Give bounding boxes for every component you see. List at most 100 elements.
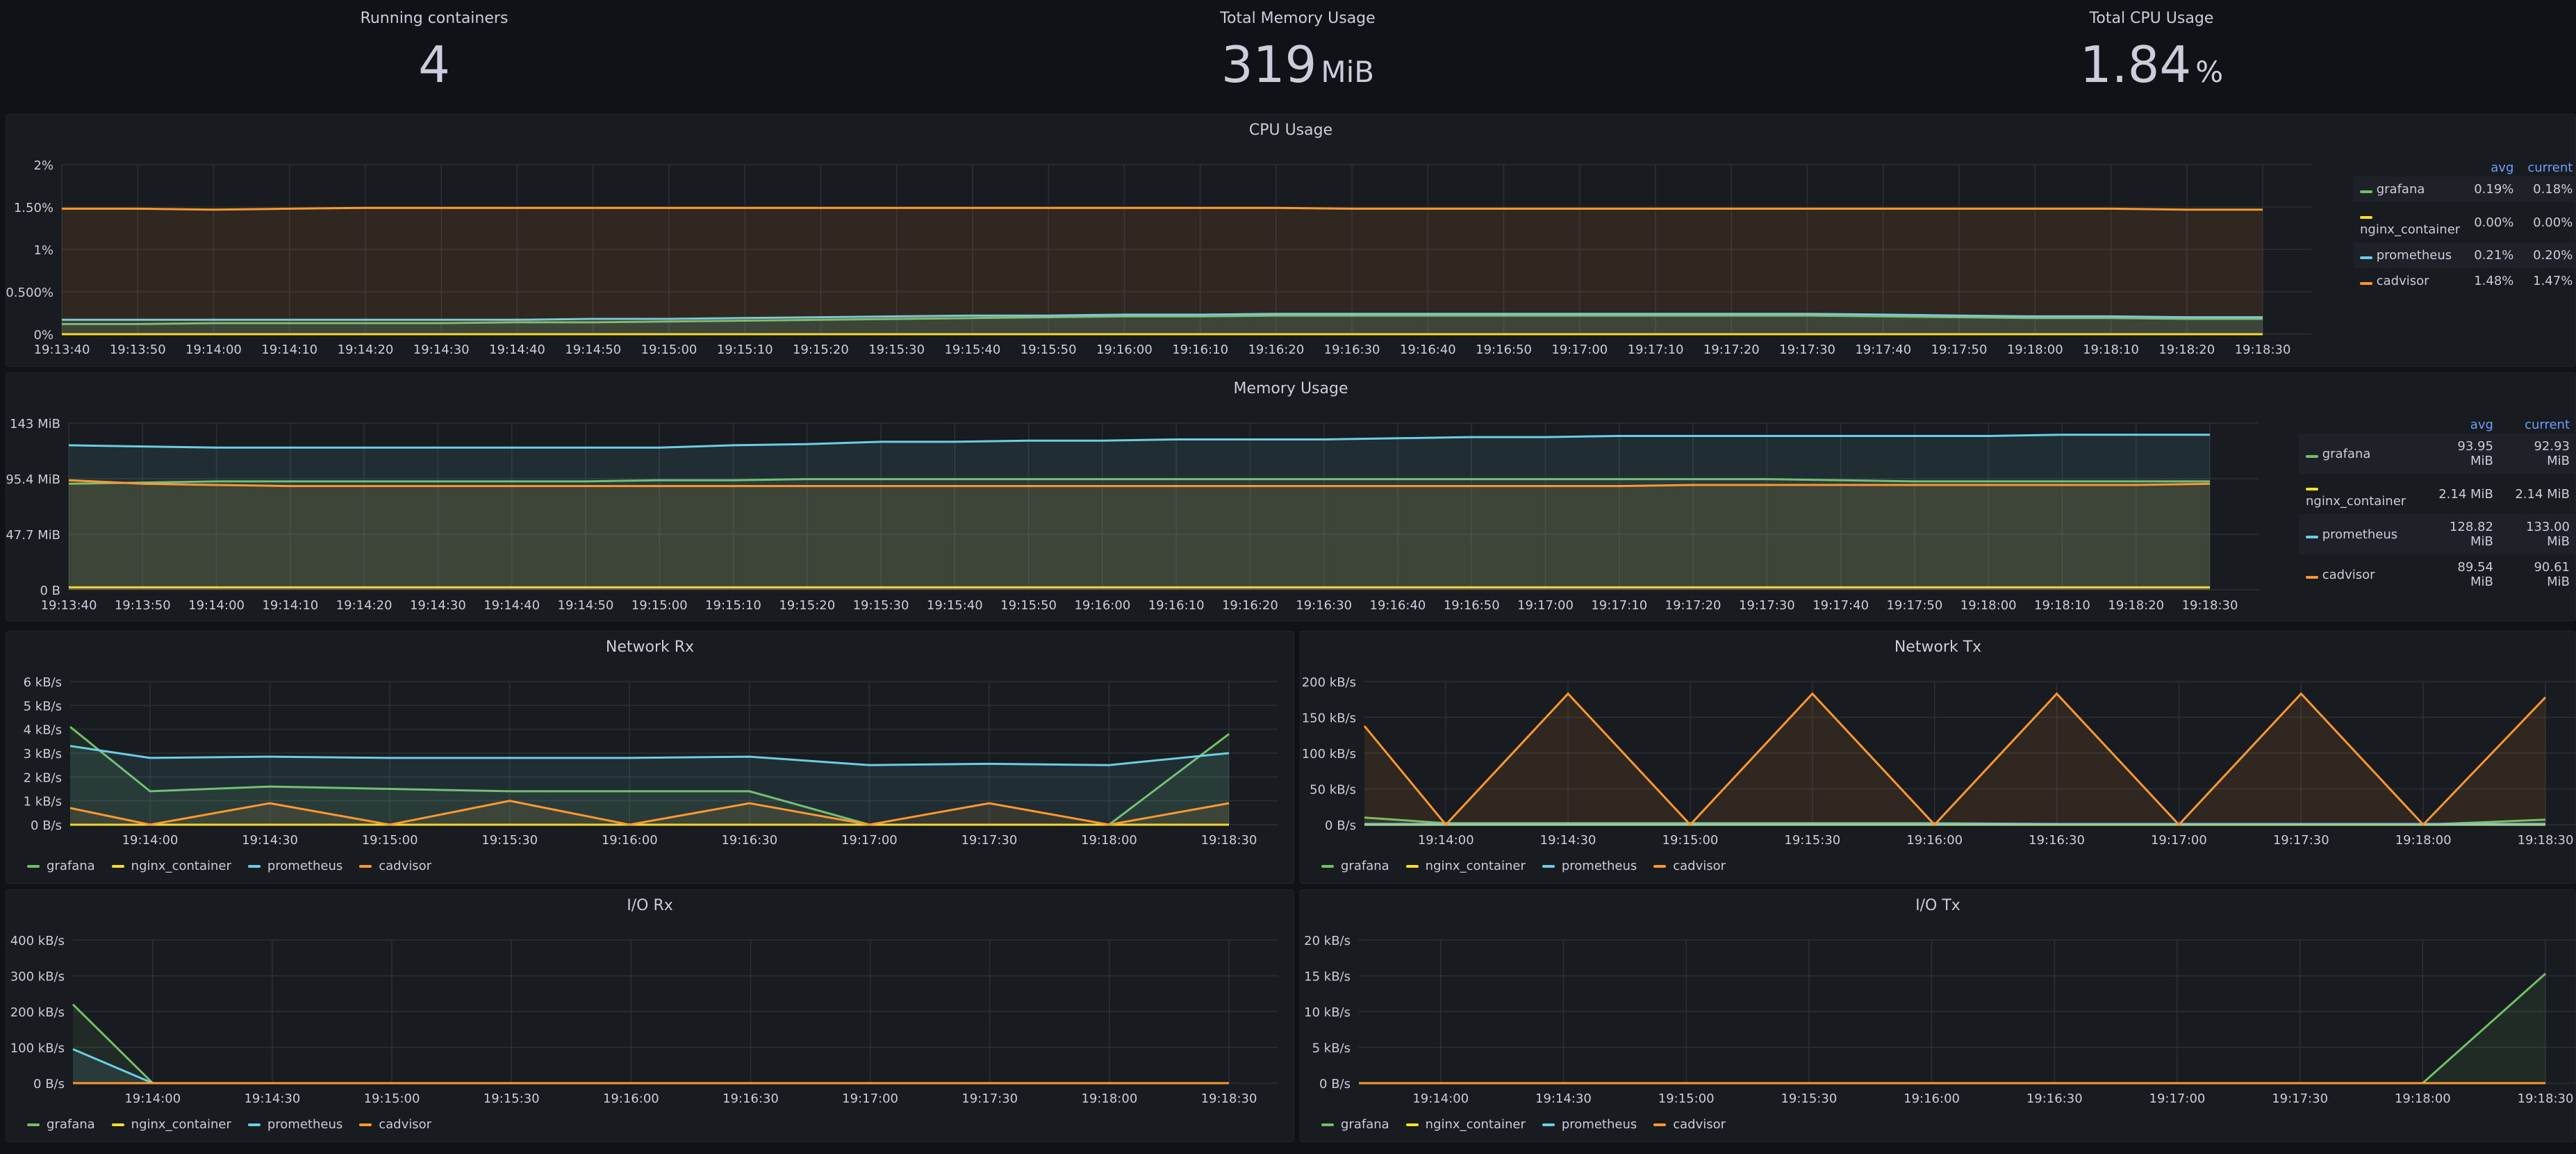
legend-swatch [2306,575,2318,579]
legend-label: grafana [47,859,95,873]
x-tick-label: 19:14:30 [1540,833,1596,848]
x-tick-label: 19:15:00 [364,1091,420,1106]
legend-swatch [1653,864,1667,868]
x-tick-label: 19:15:30 [481,833,538,848]
legend-swatch [1653,1123,1667,1126]
legend-row[interactable]: prometheus 0.21% 0.20% [2353,242,2576,268]
x-tick-label: 19:14:30 [244,1091,300,1106]
legend-row[interactable]: nginx_container 2.14 MiB 2.14 MiB [2299,474,2576,514]
legend-series-name: grafana [2299,434,2425,474]
legend-item[interactable]: nginx_container [1405,1117,1526,1132]
y-tick-label: 6 kB/s [24,675,62,690]
legend-label: grafana [2322,446,2371,461]
x-tick-label: 19:18:30 [2182,598,2238,613]
x-tick-label: 19:14:00 [188,598,245,613]
x-tick-label: 19:17:30 [1779,343,1835,357]
legend-label: prometheus [2376,248,2452,263]
y-tick-label: 143 MiB [10,417,60,431]
x-tick-label: 19:13:50 [110,343,166,357]
x-tick-label: 19:16:40 [1400,343,1456,357]
legend-row[interactable]: cadvisor 89.54 MiB 90.61 MiB [2299,554,2576,595]
x-tick-label: 19:16:00 [603,1091,659,1106]
x-tick-label: 19:18:10 [2083,343,2139,357]
panel-title: Network Rx [605,638,695,656]
x-tick-label: 19:14:10 [262,598,318,613]
legend-item[interactable]: nginx_container [111,859,231,873]
network-tx-panel[interactable]: Network Tx 0 B/s 50 kB/s 100 kB/s 150 kB/s 2… [1300,631,2576,884]
x-tick-label: 19:15:00 [641,343,697,357]
x-tick-label: 19:17:00 [842,1091,898,1106]
legend-item[interactable]: nginx_container [111,1117,231,1132]
legend-item[interactable]: cadvisor [1653,1117,1726,1132]
legend-label: nginx_container [131,1117,231,1132]
io-rx-chart: 0 B/s 100 kB/s 200 kB/s 300 kB/s 400 kB/s 19:… [10,934,1278,1106]
series-line-grafana [62,314,2263,325]
x-tick-label: 19:16:10 [1172,343,1228,357]
stat-title: Total Memory Usage [1220,10,1376,27]
legend-swatch [1405,1123,1419,1126]
legend-item[interactable]: cadvisor [1653,859,1726,873]
legend-item[interactable]: prometheus [1542,859,1637,873]
legend-item[interactable]: cadvisor [359,859,431,873]
x-tick-label: 19:18:00 [2395,833,2452,848]
stat-value: 4 [0,40,868,90]
series-area-grafana [62,315,2263,334]
x-tick-label: 19:18:30 [2518,833,2574,848]
legend-item[interactable]: grafana [1321,1117,1389,1132]
legend-label: nginx_container [2306,494,2406,509]
legend-item[interactable]: grafana [27,1117,95,1132]
legend-avg: 1.48% [2474,274,2514,288]
panel-title: I/O Tx [1915,897,1960,914]
x-tick-label: 19:15:50 [1021,343,1077,357]
legend-series-name: prometheus [2353,242,2468,268]
series-line-grafana [1359,973,2546,1085]
x-tick-label: 19:16:00 [1904,1091,1960,1106]
legend-avg: 93.95 MiB [2424,434,2500,474]
x-tick-label: 19:16:30 [723,1091,779,1106]
io-rx-panel[interactable]: I/O Rx 0 B/s 100 kB/s 200 kB/s 300 kB/s 400 … [6,889,1294,1142]
legend-swatch [2360,282,2372,285]
stat-total-memory: Total Memory Usage 319 MiB [868,0,1727,111]
x-tick-label: 19:14:30 [1535,1091,1592,1106]
x-tick-label: 19:18:00 [1960,598,2017,613]
legend-item[interactable]: grafana [1321,859,1389,873]
legend-label: nginx_container [131,859,231,873]
legend-row[interactable]: cadvisor 1.48% 1.47% [2353,268,2576,294]
legend-row[interactable]: prometheus 128.82 MiB 133.00 MiB [2299,514,2576,554]
x-tick-label: 19:14:00 [185,343,242,357]
legend-row[interactable]: nginx_container 0.00% 0.00% [2353,202,2576,242]
cpu-usage-panel[interactable]: CPU Usage 0% 0.500% 1% 1.50% 2% 19:13:40 19:13… [6,114,2576,367]
legend-item[interactable]: prometheus [247,1117,342,1132]
io-tx-panel[interactable]: I/O Tx 0 B/s 5 kB/s 10 kB/s 15 kB/s 20 kB/s 1… [1300,889,2576,1142]
y-tick-label: 1.50% [14,201,53,215]
y-tick-label: 300 kB/s [10,970,65,984]
legend-swatch [2360,190,2372,193]
x-tick-label: 19:16:40 [1370,598,1426,613]
legend-swatch [27,1123,40,1126]
legend-item[interactable]: cadvisor [359,1117,431,1132]
series-line-prometheus [69,745,1230,766]
legend-label: prometheus [2322,527,2398,542]
x-tick-label: 19:15:00 [631,598,688,613]
legend-label: grafana [47,1117,95,1132]
y-tick-label: 200 kB/s [10,1005,65,1020]
network-rx-panel[interactable]: Network Rx 0 B/s 1 kB/s 2 kB/s 3 kB/s 4 kB/s… [6,631,1294,884]
x-tick-label: 19:17:30 [961,1091,1018,1106]
legend-current: 0.18% [2520,176,2576,202]
memory-legend: avg current grafana 93.95 MiB 92.93 MiB ngi… [2299,416,2576,595]
memory-usage-panel[interactable]: Memory Usage 0 B 47.7 MiB 95.4 MiB 143 MiB 1… [6,372,2576,621]
panel-title: I/O Rx [627,897,673,914]
x-tick-label: 19:17:30 [1739,598,1795,613]
x-tick-label: 19:17:00 [1551,343,1608,357]
legend-item[interactable]: prometheus [1542,1117,1637,1132]
legend-row[interactable]: grafana 93.95 MiB 92.93 MiB [2299,434,2576,474]
y-tick-label: 5 kB/s [1312,1041,1351,1056]
legend-item[interactable]: nginx_container [1405,859,1526,873]
legend-item[interactable]: prometheus [247,859,342,873]
legend-item[interactable]: grafana [27,859,95,873]
x-tick-label: 19:16:30 [2026,1091,2083,1106]
x-tick-label: 19:16:50 [1444,598,1500,613]
series-line-cadvisor [69,800,1230,826]
panel-title: Memory Usage [1233,380,1348,397]
legend-row[interactable]: grafana 0.19% 0.18% [2353,176,2576,202]
